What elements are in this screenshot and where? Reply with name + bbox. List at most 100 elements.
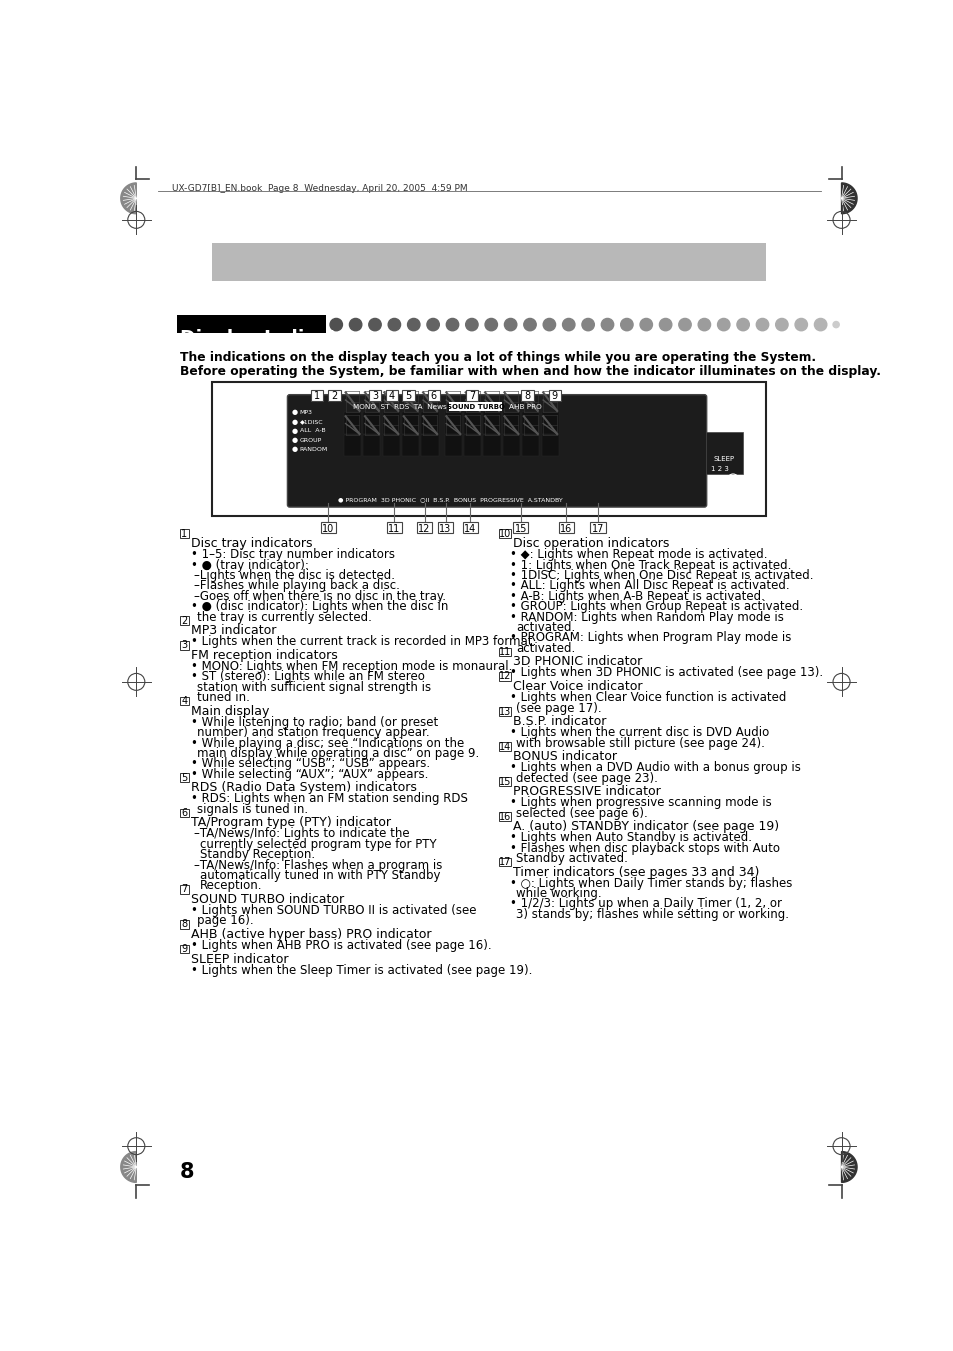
Text: 3: 3 bbox=[372, 392, 377, 401]
Bar bbox=[212, 243, 765, 281]
Text: • While playing a disc; see “Indications on the: • While playing a disc; see “Indications… bbox=[191, 736, 463, 750]
Text: ALL  A-B: ALL A-B bbox=[299, 428, 325, 434]
Text: AHB PRO: AHB PRO bbox=[509, 404, 541, 409]
Circle shape bbox=[679, 319, 691, 331]
Text: ●: ● bbox=[291, 446, 297, 453]
Bar bbox=[328, 390, 340, 401]
Text: the tray is currently selected.: the tray is currently selected. bbox=[196, 611, 372, 624]
Text: • Lights when SOUND TURBO II is activated (see: • Lights when SOUND TURBO II is activate… bbox=[191, 904, 476, 917]
Text: • RDS: Lights when an FM station sending RDS: • RDS: Lights when an FM station sending… bbox=[191, 793, 467, 805]
Text: Main display: Main display bbox=[191, 705, 269, 717]
Text: 9: 9 bbox=[551, 392, 558, 401]
Bar bbox=[498, 777, 511, 786]
Bar bbox=[179, 808, 189, 817]
Bar bbox=[311, 390, 323, 401]
Circle shape bbox=[698, 319, 710, 331]
Bar bbox=[427, 390, 439, 401]
Text: SLEEP indicator: SLEEP indicator bbox=[191, 952, 288, 966]
Text: 6: 6 bbox=[431, 392, 436, 401]
Bar bbox=[590, 523, 605, 534]
Bar bbox=[483, 412, 500, 434]
Text: • Lights when the current disc is DVD Audio: • Lights when the current disc is DVD Au… bbox=[509, 725, 768, 739]
Text: MP3 indicator: MP3 indicator bbox=[191, 624, 275, 638]
Text: 4: 4 bbox=[389, 392, 395, 401]
Text: 14: 14 bbox=[498, 742, 511, 751]
Bar bbox=[483, 435, 500, 457]
Circle shape bbox=[349, 319, 361, 331]
Text: 2: 2 bbox=[181, 616, 188, 626]
Text: 11: 11 bbox=[388, 524, 400, 534]
Bar bbox=[437, 523, 453, 534]
Text: 12: 12 bbox=[498, 671, 511, 681]
Text: SLEEP: SLEEP bbox=[713, 455, 735, 462]
Text: signals is tuned in.: signals is tuned in. bbox=[196, 802, 308, 816]
Text: 12: 12 bbox=[418, 524, 431, 534]
Circle shape bbox=[562, 319, 575, 331]
Circle shape bbox=[388, 319, 400, 331]
Text: ●: ● bbox=[291, 409, 297, 415]
Text: 17: 17 bbox=[498, 857, 511, 867]
Text: AHB (active hyper bass) PRO indicator: AHB (active hyper bass) PRO indicator bbox=[191, 928, 431, 940]
Text: SOUND TURBO indicator: SOUND TURBO indicator bbox=[191, 893, 343, 907]
Bar bbox=[179, 697, 189, 705]
Text: Disc operation indicators: Disc operation indicators bbox=[513, 538, 669, 550]
Text: • Lights when the current track is recorded in MP3 format.: • Lights when the current track is recor… bbox=[191, 635, 536, 648]
Text: • Lights when progressive scanning mode is: • Lights when progressive scanning mode … bbox=[509, 796, 771, 809]
Text: 14: 14 bbox=[464, 524, 476, 534]
Bar bbox=[344, 435, 360, 457]
Text: 2: 2 bbox=[332, 392, 337, 401]
Text: • 1/2/3: Lights up when a Daily Timer (1, 2, or: • 1/2/3: Lights up when a Daily Timer (1… bbox=[509, 897, 781, 911]
Bar bbox=[177, 315, 326, 334]
Bar bbox=[498, 530, 511, 538]
Text: • Lights when AHB PRO is activated (see page 16).: • Lights when AHB PRO is activated (see … bbox=[191, 939, 491, 952]
Text: (see page 17).: (see page 17). bbox=[516, 701, 601, 715]
Circle shape bbox=[407, 319, 419, 331]
Text: • ◆: Lights when Repeat mode is activated.: • ◆: Lights when Repeat mode is activate… bbox=[509, 549, 766, 561]
Bar bbox=[179, 642, 189, 650]
Bar bbox=[320, 523, 335, 534]
FancyBboxPatch shape bbox=[287, 394, 706, 507]
Text: 11: 11 bbox=[498, 647, 511, 657]
Bar bbox=[212, 381, 765, 516]
Bar bbox=[548, 390, 560, 401]
Bar bbox=[363, 412, 380, 434]
Bar bbox=[498, 673, 511, 681]
Bar bbox=[462, 523, 477, 534]
Text: RANDOM: RANDOM bbox=[299, 447, 328, 451]
Polygon shape bbox=[841, 1151, 856, 1182]
Circle shape bbox=[639, 319, 652, 331]
Bar bbox=[558, 523, 574, 534]
Text: 16: 16 bbox=[498, 812, 511, 821]
Circle shape bbox=[717, 319, 729, 331]
Bar bbox=[444, 412, 461, 434]
Bar bbox=[421, 412, 438, 434]
Bar bbox=[449, 401, 501, 411]
Text: activated.: activated. bbox=[516, 621, 575, 634]
Text: • ● (disc indicator): Lights when the disc in: • ● (disc indicator): Lights when the di… bbox=[191, 600, 448, 613]
Text: 4: 4 bbox=[181, 696, 187, 707]
Text: Clear Voice indicator: Clear Voice indicator bbox=[513, 680, 641, 693]
Text: UX-GD7[B]_EN.book  Page 8  Wednesday, April 20, 2005  4:59 PM: UX-GD7[B]_EN.book Page 8 Wednesday, Apri… bbox=[172, 184, 467, 193]
Text: –Lights when the disc is detected.: –Lights when the disc is detected. bbox=[193, 569, 395, 582]
Bar bbox=[498, 812, 511, 821]
Text: • Lights when 3D PHONIC is activated (see page 13).: • Lights when 3D PHONIC is activated (se… bbox=[509, 666, 822, 680]
Text: 13: 13 bbox=[439, 524, 451, 534]
Bar bbox=[444, 435, 461, 457]
Circle shape bbox=[427, 319, 439, 331]
Bar bbox=[416, 523, 432, 534]
Text: 5: 5 bbox=[405, 392, 411, 401]
Text: 1: 1 bbox=[314, 392, 319, 401]
Text: • ST (stereo): Lights while an FM stereo: • ST (stereo): Lights while an FM stereo bbox=[191, 670, 424, 684]
Text: • ALL: Lights when All Disc Repeat is activated.: • ALL: Lights when All Disc Repeat is ac… bbox=[509, 580, 789, 593]
Bar bbox=[344, 412, 360, 434]
Text: • A-B: Lights when A-B Repeat is activated.: • A-B: Lights when A-B Repeat is activat… bbox=[509, 590, 764, 603]
Polygon shape bbox=[121, 182, 136, 213]
Bar bbox=[464, 412, 480, 434]
Bar bbox=[402, 412, 418, 434]
Text: 8: 8 bbox=[179, 1162, 194, 1182]
Bar bbox=[382, 435, 399, 457]
Text: 7: 7 bbox=[468, 392, 475, 401]
Text: Display Indicators: Display Indicators bbox=[179, 330, 370, 349]
Bar bbox=[386, 523, 402, 534]
Text: • While listening to radio; band (or preset: • While listening to radio; band (or pre… bbox=[191, 716, 437, 728]
